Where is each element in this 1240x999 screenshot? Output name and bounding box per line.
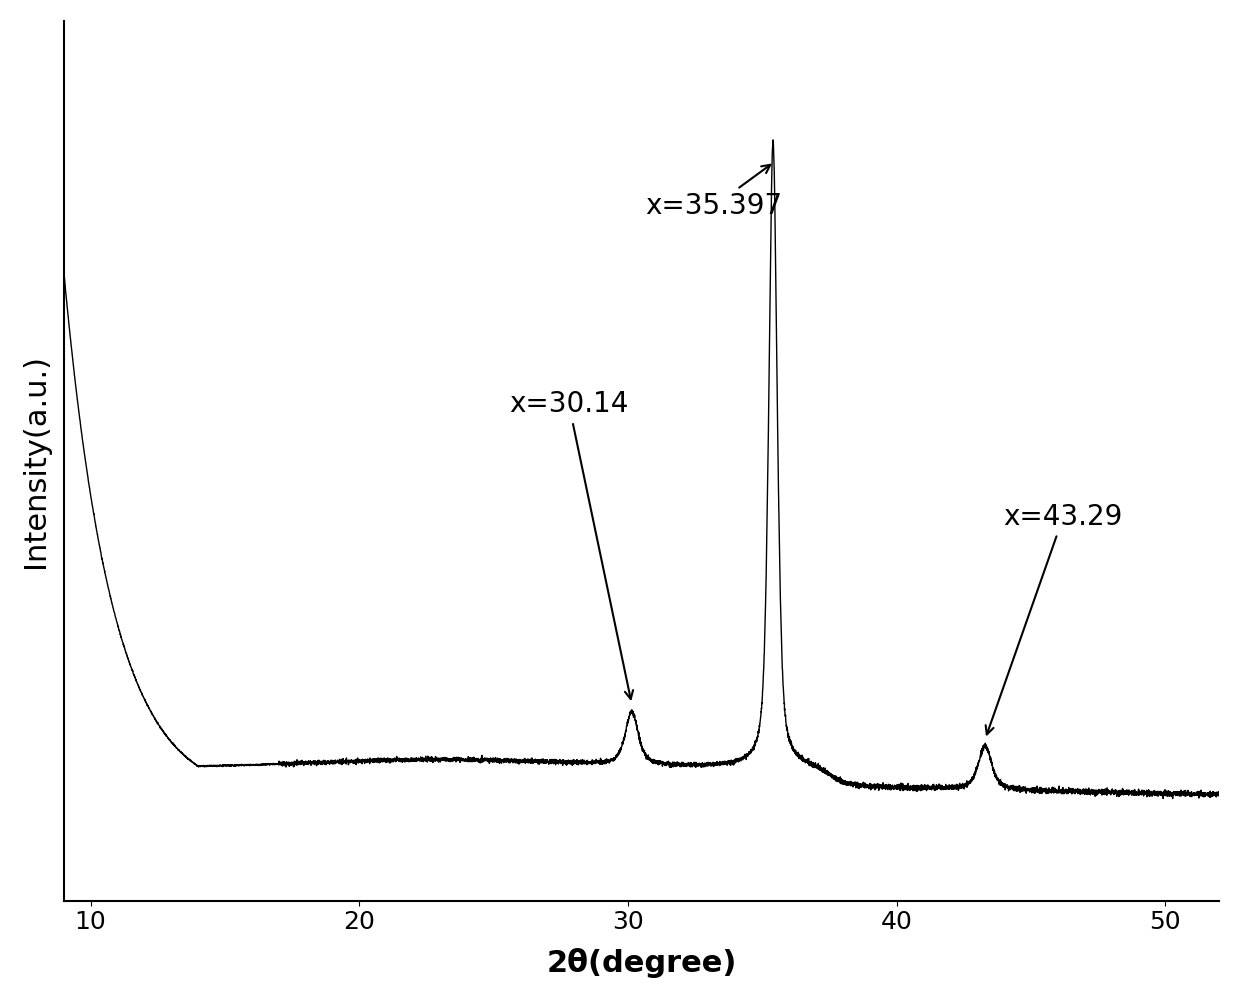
Y-axis label: Intensity(a.u.): Intensity(a.u.): [21, 354, 50, 567]
Text: x=30.14: x=30.14: [510, 391, 634, 699]
Text: x=35.397: x=35.397: [646, 165, 782, 220]
Text: x=43.29: x=43.29: [986, 502, 1123, 734]
X-axis label: 2θ(degree): 2θ(degree): [547, 948, 737, 978]
